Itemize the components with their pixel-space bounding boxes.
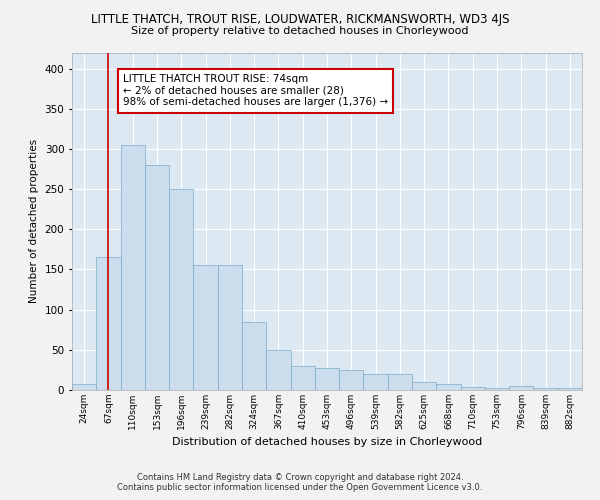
Bar — [72, 384, 96, 390]
Bar — [121, 145, 145, 390]
Bar — [193, 266, 218, 390]
Bar — [388, 374, 412, 390]
Bar — [145, 165, 169, 390]
Bar — [558, 388, 582, 390]
Bar — [533, 388, 558, 390]
Bar — [266, 350, 290, 390]
Bar — [96, 258, 121, 390]
Bar — [339, 370, 364, 390]
Bar — [242, 322, 266, 390]
Bar — [509, 386, 533, 390]
Bar — [290, 366, 315, 390]
Bar — [412, 382, 436, 390]
Bar — [436, 384, 461, 390]
Bar — [315, 368, 339, 390]
Text: LITTLE THATCH, TROUT RISE, LOUDWATER, RICKMANSWORTH, WD3 4JS: LITTLE THATCH, TROUT RISE, LOUDWATER, RI… — [91, 12, 509, 26]
Text: Contains HM Land Registry data © Crown copyright and database right 2024.
Contai: Contains HM Land Registry data © Crown c… — [118, 473, 482, 492]
Bar — [485, 388, 509, 390]
Bar — [169, 189, 193, 390]
Bar — [461, 387, 485, 390]
Bar — [218, 266, 242, 390]
Y-axis label: Number of detached properties: Number of detached properties — [29, 139, 39, 304]
Text: Size of property relative to detached houses in Chorleywood: Size of property relative to detached ho… — [131, 26, 469, 36]
Bar — [364, 374, 388, 390]
X-axis label: Distribution of detached houses by size in Chorleywood: Distribution of detached houses by size … — [172, 438, 482, 448]
Text: LITTLE THATCH TROUT RISE: 74sqm
← 2% of detached houses are smaller (28)
98% of : LITTLE THATCH TROUT RISE: 74sqm ← 2% of … — [123, 74, 388, 108]
